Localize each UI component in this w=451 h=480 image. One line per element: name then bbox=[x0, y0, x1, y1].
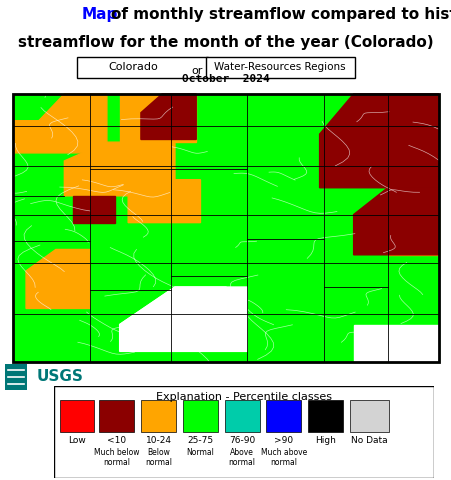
Text: >90: >90 bbox=[274, 436, 293, 444]
Polygon shape bbox=[141, 94, 196, 140]
Bar bbox=[141, 400, 176, 432]
Bar bbox=[99, 400, 134, 432]
Text: 10-24: 10-24 bbox=[145, 436, 171, 444]
Bar bbox=[183, 400, 217, 432]
Text: No Data: No Data bbox=[350, 436, 387, 444]
Text: Much below
normal: Much below normal bbox=[94, 447, 139, 467]
Polygon shape bbox=[13, 94, 106, 153]
Polygon shape bbox=[353, 324, 438, 362]
Polygon shape bbox=[353, 188, 438, 255]
Text: or: or bbox=[190, 66, 202, 76]
FancyBboxPatch shape bbox=[77, 58, 207, 77]
Text: USGS: USGS bbox=[37, 369, 83, 384]
Bar bbox=[60, 400, 94, 432]
Polygon shape bbox=[120, 287, 247, 351]
Text: Low: Low bbox=[68, 436, 86, 444]
Bar bbox=[5, 364, 27, 390]
Text: 25-75: 25-75 bbox=[187, 436, 213, 444]
Polygon shape bbox=[319, 94, 438, 188]
Polygon shape bbox=[26, 250, 90, 309]
Polygon shape bbox=[64, 142, 175, 196]
Text: Map: Map bbox=[81, 7, 117, 22]
Text: Water-Resources Regions: Water-Resources Regions bbox=[214, 62, 345, 72]
Text: October  2024: October 2024 bbox=[182, 74, 269, 84]
Text: Below
normal: Below normal bbox=[145, 447, 172, 467]
Polygon shape bbox=[120, 287, 247, 351]
FancyBboxPatch shape bbox=[205, 58, 354, 77]
Text: Explanation - Percentile classes: Explanation - Percentile classes bbox=[156, 392, 331, 402]
Polygon shape bbox=[73, 196, 115, 223]
Text: <10: <10 bbox=[107, 436, 126, 444]
Bar bbox=[266, 400, 301, 432]
Bar bbox=[224, 400, 259, 432]
Text: of monthly streamflow compared to historical: of monthly streamflow compared to histor… bbox=[110, 7, 451, 22]
Text: Normal: Normal bbox=[186, 447, 214, 456]
Bar bbox=[308, 400, 342, 432]
Bar bbox=[349, 400, 388, 432]
Text: 76-90: 76-90 bbox=[229, 436, 255, 444]
Text: High: High bbox=[315, 436, 336, 444]
Polygon shape bbox=[387, 206, 438, 255]
Text: Colorado: Colorado bbox=[108, 62, 158, 72]
Polygon shape bbox=[120, 94, 196, 142]
Text: streamflow for the month of the year (Colorado): streamflow for the month of the year (Co… bbox=[18, 35, 433, 49]
Polygon shape bbox=[128, 180, 200, 223]
Polygon shape bbox=[13, 94, 438, 362]
Text: Much above
normal: Much above normal bbox=[260, 447, 306, 467]
Text: Above
normal: Above normal bbox=[228, 447, 255, 467]
